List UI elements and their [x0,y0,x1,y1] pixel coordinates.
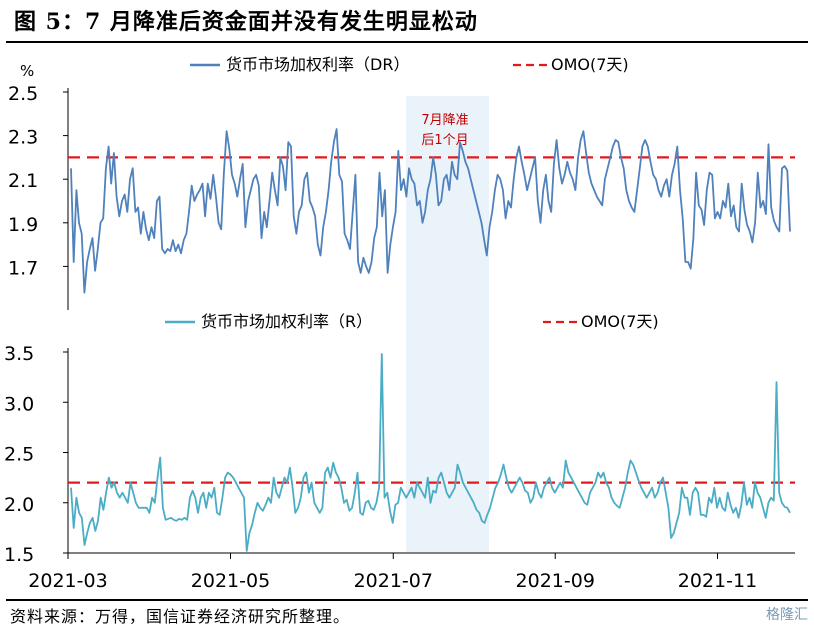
x-tick-label: 2021-11 [678,570,757,592]
highlight-band [406,96,489,552]
x-tick-label: 2021-07 [354,570,433,592]
y-tick-label: 3.5 [4,343,34,365]
legend-label: OMO(7天) [581,312,659,331]
chart-area: 2.5 2.3 2.1 1.9 1.7% 3.5 3.0 2.5 2.0 1.5 2021-03 20… [4,55,795,592]
bottom-rule [6,599,808,601]
y-tick-label: 1.5 [4,544,34,566]
x-tick-label: 2021-05 [191,570,270,592]
source-note: 资料来源：万得，国信证券经济研究所整理。 [10,607,351,626]
y-tick-label: 3.0 [4,393,34,415]
annotation-line2: 后1个月 [421,133,468,148]
y-tick-label: 2.5 [8,83,38,105]
y-tick-label: 1.9 [8,214,38,236]
legend-label: OMO(7天) [551,55,629,74]
y-tick-label: 1.7 [8,257,38,279]
watermark: 格隆汇 [766,607,808,623]
x-tick-label: 2021-09 [516,570,595,592]
y-tick-label: 2.0 [4,494,34,516]
figure-title: 图 5：7 月降准后资金面并没有发生明显松动 [14,9,478,35]
y-tick-label: 2.1 [8,170,38,192]
y-tick-label: 2.3 [8,127,38,149]
legend-label: 货币市场加权利率（DR） [226,55,409,74]
top-rule [6,41,808,43]
annotation-line1: 7月降准 [421,113,468,128]
legend-label: 货币市场加权利率（R） [201,312,372,331]
series-line-1 [70,353,791,552]
series-line-0 [70,128,791,294]
y-tick-label: 2.5 [4,444,34,466]
y-unit-label: % [20,62,34,80]
x-tick-label: 2021-03 [28,570,107,592]
